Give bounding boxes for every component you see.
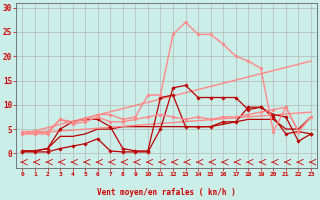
X-axis label: Vent moyen/en rafales ( kn/h ): Vent moyen/en rafales ( kn/h ) [97,188,236,197]
